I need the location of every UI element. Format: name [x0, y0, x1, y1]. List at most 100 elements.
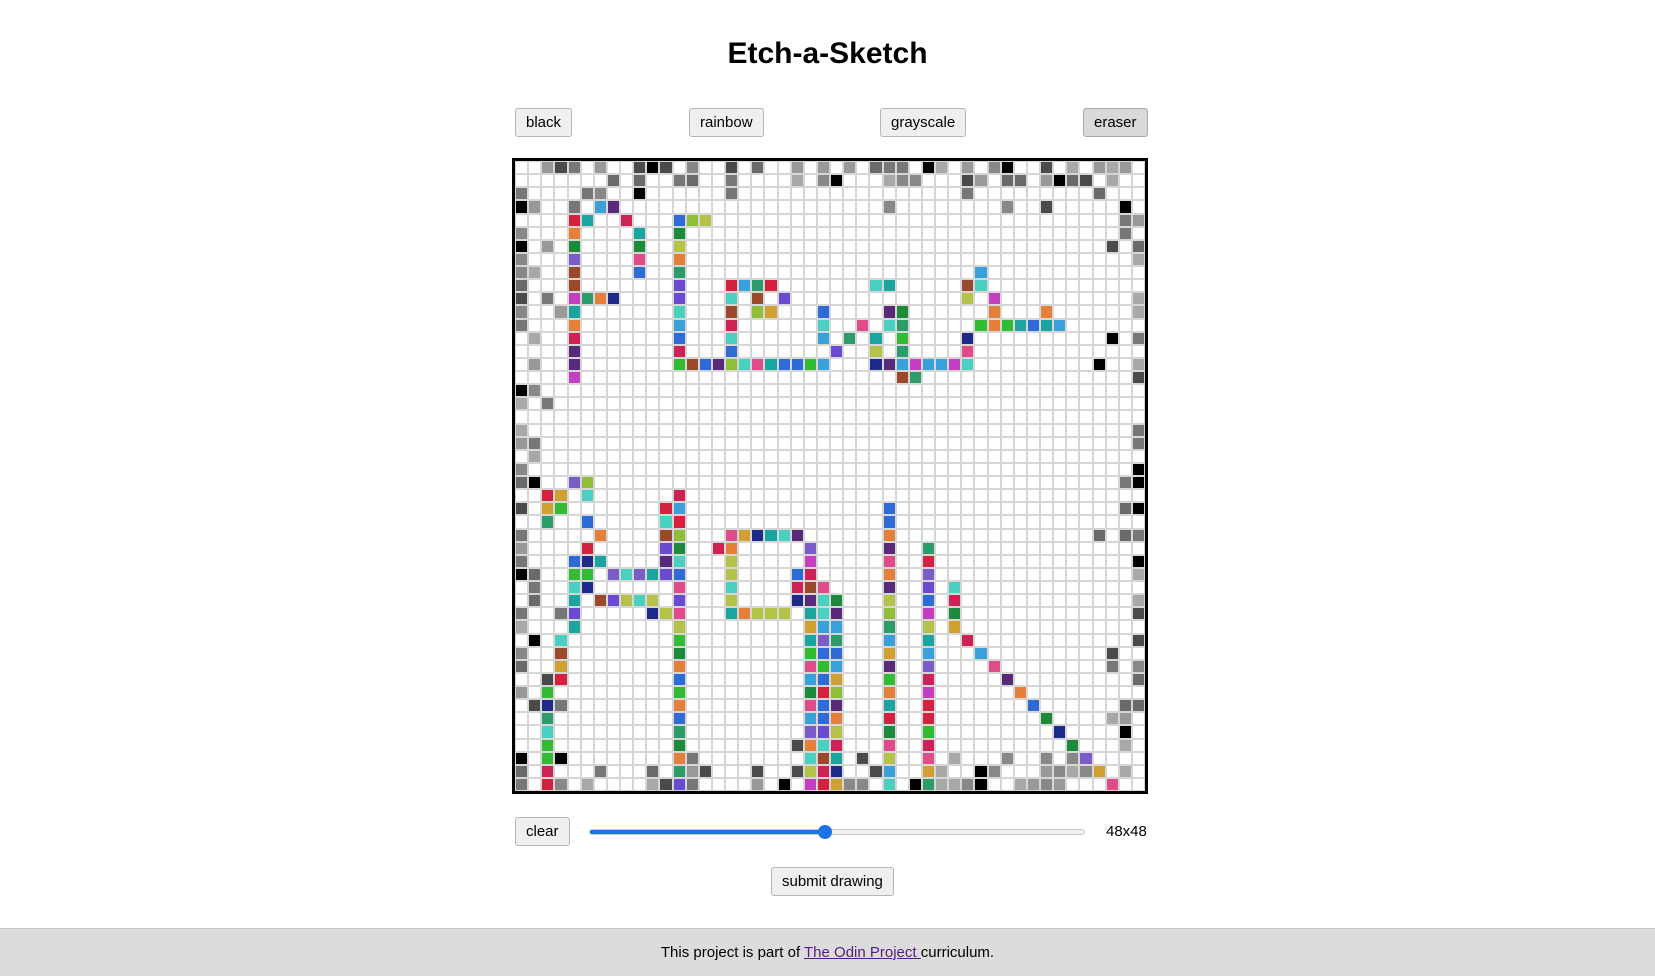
- grid-cell[interactable]: [777, 161, 791, 175]
- grid-cell[interactable]: [830, 581, 844, 595]
- grid-cell[interactable]: [1131, 633, 1145, 647]
- grid-cell[interactable]: [1131, 187, 1145, 201]
- grid-cell[interactable]: [1040, 620, 1054, 634]
- grid-cell[interactable]: [803, 292, 817, 306]
- grid-cell[interactable]: [672, 252, 686, 266]
- grid-cell[interactable]: [593, 436, 607, 450]
- grid-cell[interactable]: [1079, 620, 1093, 634]
- grid-cell[interactable]: [528, 607, 542, 621]
- grid-cell[interactable]: [869, 699, 883, 713]
- grid-cell[interactable]: [515, 344, 529, 358]
- grid-cell[interactable]: [1079, 751, 1093, 765]
- grid-cell[interactable]: [948, 502, 962, 516]
- grid-cell[interactable]: [1066, 161, 1080, 175]
- grid-cell[interactable]: [711, 528, 725, 542]
- grid-cell[interactable]: [764, 738, 778, 752]
- grid-cell[interactable]: [843, 646, 857, 660]
- grid-cell[interactable]: [528, 357, 542, 371]
- grid-cell[interactable]: [711, 738, 725, 752]
- grid-cell[interactable]: [987, 462, 1001, 476]
- grid-cell[interactable]: [685, 581, 699, 595]
- grid-cell[interactable]: [961, 371, 975, 385]
- grid-cell[interactable]: [1013, 384, 1027, 398]
- grid-cell[interactable]: [1013, 266, 1027, 280]
- grid-cell[interactable]: [685, 712, 699, 726]
- grid-cell[interactable]: [830, 777, 844, 791]
- grid-cell[interactable]: [711, 462, 725, 476]
- grid-cell[interactable]: [515, 266, 529, 280]
- grid-cell[interactable]: [843, 738, 857, 752]
- grid-cell[interactable]: [659, 725, 673, 739]
- grid-cell[interactable]: [593, 541, 607, 555]
- grid-cell[interactable]: [567, 279, 581, 293]
- grid-cell[interactable]: [948, 607, 962, 621]
- grid-cell[interactable]: [1092, 751, 1106, 765]
- grid-cell[interactable]: [908, 633, 922, 647]
- grid-cell[interactable]: [646, 174, 660, 188]
- grid-cell[interactable]: [541, 436, 555, 450]
- grid-cell[interactable]: [751, 751, 765, 765]
- grid-cell[interactable]: [1013, 187, 1027, 201]
- grid-cell[interactable]: [987, 357, 1001, 371]
- grid-cell[interactable]: [580, 528, 594, 542]
- grid-cell[interactable]: [882, 384, 896, 398]
- grid-cell[interactable]: [541, 764, 555, 778]
- grid-cell[interactable]: [554, 410, 568, 424]
- grid-cell[interactable]: [1105, 226, 1119, 240]
- grid-cell[interactable]: [987, 738, 1001, 752]
- grid-cell[interactable]: [554, 554, 568, 568]
- grid-cell[interactable]: [777, 410, 791, 424]
- grid-cell[interactable]: [935, 239, 949, 253]
- grid-cell[interactable]: [935, 305, 949, 319]
- grid-cell[interactable]: [620, 751, 634, 765]
- grid-cell[interactable]: [1026, 554, 1040, 568]
- grid-cell[interactable]: [725, 581, 739, 595]
- grid-cell[interactable]: [830, 567, 844, 581]
- grid-cell[interactable]: [961, 672, 975, 686]
- grid-cell[interactable]: [698, 476, 712, 490]
- grid-cell[interactable]: [777, 213, 791, 227]
- grid-cell[interactable]: [948, 423, 962, 437]
- grid-cell[interactable]: [843, 305, 857, 319]
- grid-cell[interactable]: [646, 449, 660, 463]
- grid-cell[interactable]: [1092, 699, 1106, 713]
- grid-cell[interactable]: [777, 371, 791, 385]
- grid-cell[interactable]: [698, 252, 712, 266]
- grid-cell[interactable]: [725, 686, 739, 700]
- grid-cell[interactable]: [830, 489, 844, 503]
- grid-cell[interactable]: [1118, 462, 1132, 476]
- grid-cell[interactable]: [790, 200, 804, 214]
- grid-cell[interactable]: [777, 174, 791, 188]
- grid-cell[interactable]: [725, 515, 739, 529]
- grid-cell[interactable]: [580, 384, 594, 398]
- grid-cell[interactable]: [935, 331, 949, 345]
- grid-cell[interactable]: [1013, 279, 1027, 293]
- grid-cell[interactable]: [541, 292, 555, 306]
- grid-cell[interactable]: [1000, 646, 1014, 660]
- grid-cell[interactable]: [987, 371, 1001, 385]
- grid-cell[interactable]: [856, 594, 870, 608]
- grid-cell[interactable]: [711, 266, 725, 280]
- grid-cell[interactable]: [987, 502, 1001, 516]
- grid-cell[interactable]: [1066, 712, 1080, 726]
- grid-cell[interactable]: [1053, 672, 1067, 686]
- grid-cell[interactable]: [672, 279, 686, 293]
- grid-cell[interactable]: [882, 672, 896, 686]
- grid-cell[interactable]: [895, 594, 909, 608]
- grid-cell[interactable]: [1066, 738, 1080, 752]
- grid-cell[interactable]: [856, 581, 870, 595]
- grid-cell[interactable]: [672, 646, 686, 660]
- grid-cell[interactable]: [895, 659, 909, 673]
- grid-cell[interactable]: [882, 659, 896, 673]
- grid-cell[interactable]: [1000, 633, 1014, 647]
- grid-cell[interactable]: [948, 371, 962, 385]
- grid-cell[interactable]: [974, 187, 988, 201]
- grid-cell[interactable]: [974, 567, 988, 581]
- grid-cell[interactable]: [1026, 266, 1040, 280]
- grid-cell[interactable]: [1040, 777, 1054, 791]
- grid-cell[interactable]: [1000, 764, 1014, 778]
- grid-cell[interactable]: [672, 239, 686, 253]
- grid-cell[interactable]: [580, 515, 594, 529]
- grid-cell[interactable]: [738, 371, 752, 385]
- grid-cell[interactable]: [1131, 344, 1145, 358]
